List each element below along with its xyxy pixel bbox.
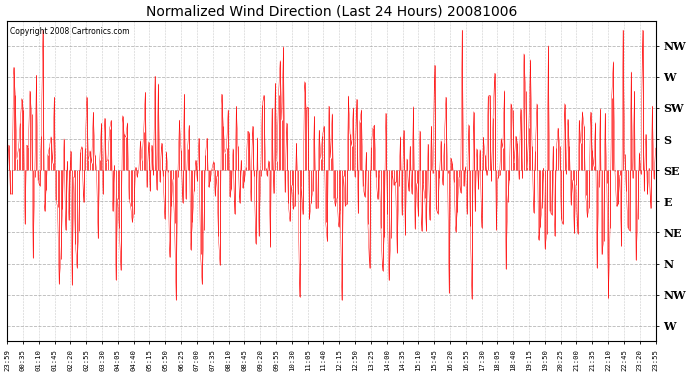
Text: Copyright 2008 Cartronics.com: Copyright 2008 Cartronics.com — [10, 27, 130, 36]
Title: Normalized Wind Direction (Last 24 Hours) 20081006: Normalized Wind Direction (Last 24 Hours… — [146, 4, 517, 18]
